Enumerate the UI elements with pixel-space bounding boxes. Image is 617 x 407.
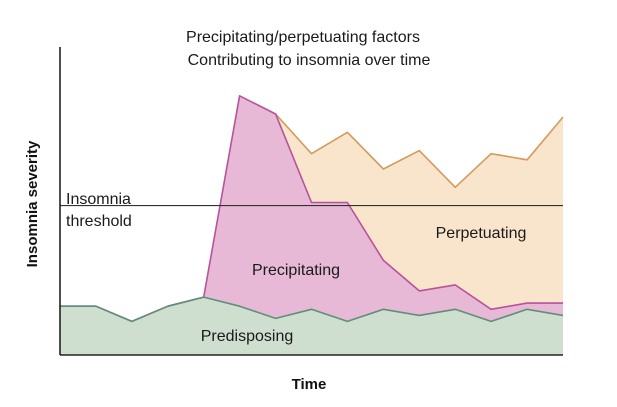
- area-layers: [60, 95, 564, 355]
- perpetuating-area: [275, 114, 563, 310]
- predisposing-line: [60, 296, 564, 323]
- threshold-label-line-1: Insomnia: [66, 191, 131, 208]
- y-axis-label: Insomnia severity: [24, 140, 41, 267]
- series-label-precipitating: Precipitating: [252, 262, 340, 279]
- series-label-predisposing: Predisposing: [201, 328, 294, 345]
- series-label-perpetuating: Perpetuating: [436, 225, 527, 242]
- chart-title-line-2: Contributing to insomnia over time: [188, 52, 431, 69]
- precipitating-area: [60, 95, 563, 322]
- x-axis-label: Time: [292, 376, 327, 393]
- predisposing-area: [60, 297, 563, 355]
- chart-title-line-1: Precipitating/perpetuating factors: [186, 29, 420, 46]
- threshold-label-line-2: threshold: [66, 213, 132, 230]
- perpetuating-line: [275, 113, 564, 189]
